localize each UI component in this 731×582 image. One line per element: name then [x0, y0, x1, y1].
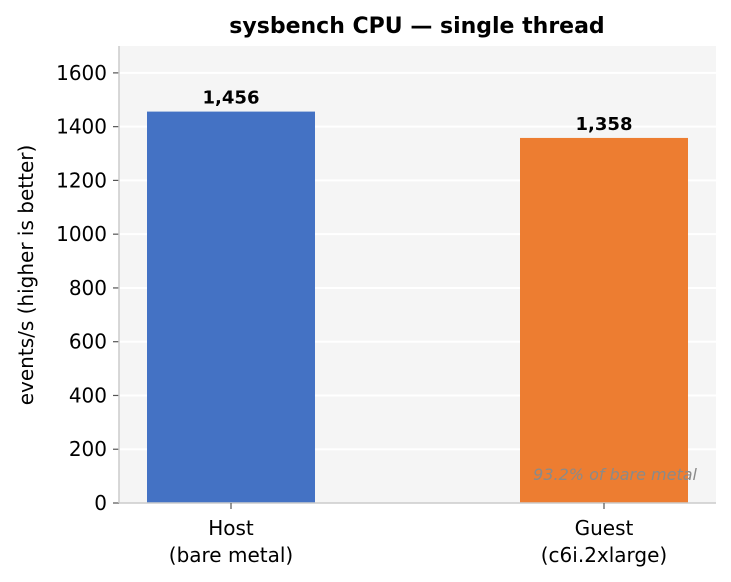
y-tick-label: 1600 — [56, 61, 107, 85]
bar — [520, 137, 688, 503]
y-tick-label: 200 — [69, 437, 107, 461]
x-tick-label: Host — [208, 516, 254, 540]
y-tick-label: 0 — [94, 491, 107, 515]
y-tick-label: 1000 — [56, 222, 107, 246]
chart-title: sysbench CPU — single thread — [229, 14, 604, 39]
y-axis-label: events/s (higher is better) — [14, 145, 38, 406]
y-tick-label: 400 — [69, 383, 107, 407]
bar-value-label: 1,358 — [576, 114, 633, 135]
bars — [147, 111, 688, 503]
annotation-text: 93.2% of bare metal — [533, 465, 697, 484]
y-tick-label: 600 — [69, 330, 107, 354]
y-tick-label: 800 — [69, 276, 107, 300]
bar-value-label: 1,456 — [203, 88, 260, 109]
x-tick-label: (c6i.2xlarge) — [541, 543, 667, 567]
x-tick-label: Guest — [575, 516, 634, 540]
x-tick-label: (bare metal) — [169, 543, 293, 567]
bar — [147, 111, 315, 503]
y-tick-label: 1400 — [56, 115, 107, 139]
labels: 0 200 400 600 800 1000 1200 1400 1600 1,456 Host (b… — [56, 61, 667, 567]
y-tick-label: 1200 — [56, 168, 107, 192]
axes — [113, 46, 716, 509]
